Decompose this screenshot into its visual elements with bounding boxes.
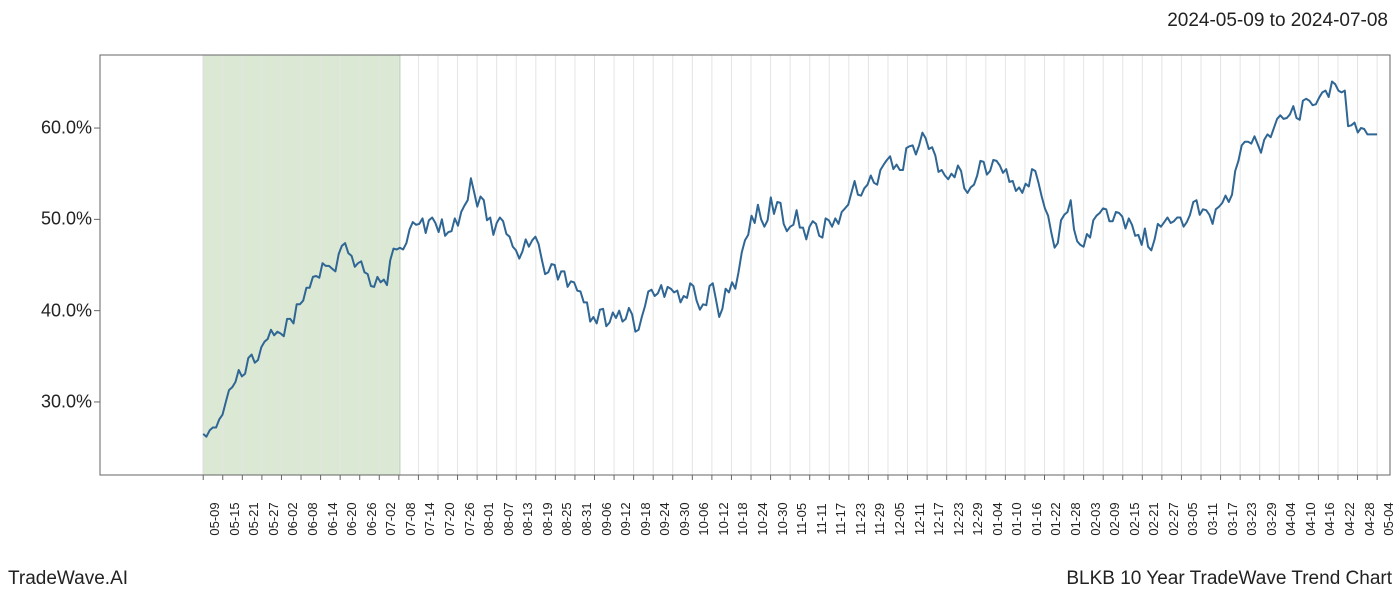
x-tick-label: 04-22 <box>1342 502 1357 535</box>
x-tick-label: 10-12 <box>716 502 731 535</box>
x-tick-label: 03-17 <box>1225 502 1240 535</box>
x-tick-label: 04-04 <box>1283 502 1298 535</box>
chart-svg <box>100 55 1390 475</box>
x-tick-label: 06-02 <box>285 502 300 535</box>
x-tick-label: 01-22 <box>1048 502 1063 535</box>
x-tick-label: 12-05 <box>892 502 907 535</box>
x-tick-label: 11-11 <box>814 503 829 534</box>
x-tick-label: 09-18 <box>638 502 653 535</box>
x-tick-label: 05-27 <box>266 502 281 535</box>
x-tick-label: 02-03 <box>1088 502 1103 535</box>
x-tick-label: 08-25 <box>559 502 574 535</box>
footer-brand: TradeWave.AI <box>8 568 128 590</box>
y-tick-label: 30.0% <box>41 391 92 412</box>
x-tick-label: 11-05 <box>794 503 809 535</box>
date-range-label: 2024-05-09 to 2024-07-08 <box>1167 10 1388 32</box>
x-tick-label: 08-07 <box>501 502 516 535</box>
x-tick-label: 05-09 <box>207 502 222 535</box>
x-tick-label: 06-26 <box>364 502 379 535</box>
x-tick-label: 02-21 <box>1146 502 1161 535</box>
x-tick-label: 03-05 <box>1185 502 1200 535</box>
x-tick-label: 12-17 <box>931 502 946 535</box>
x-tick-label: 03-11 <box>1205 503 1220 535</box>
x-tick-label: 08-13 <box>520 502 535 535</box>
x-tick-label: 11-29 <box>872 503 887 535</box>
x-tick-label: 02-27 <box>1166 502 1181 535</box>
x-tick-label: 11-17 <box>833 503 848 535</box>
x-tick-label: 04-28 <box>1362 502 1377 535</box>
x-tick-label: 08-31 <box>579 502 594 535</box>
x-tick-label: 06-08 <box>305 502 320 535</box>
x-tick-label: 02-15 <box>1127 502 1142 535</box>
x-tick-label: 01-28 <box>1068 502 1083 535</box>
x-tick-label: 09-06 <box>599 502 614 535</box>
x-tick-label: 11-23 <box>853 503 868 535</box>
highlight-band <box>203 55 400 475</box>
line-chart <box>100 55 1390 475</box>
x-tick-label: 05-21 <box>246 502 261 535</box>
x-tick-label: 07-20 <box>442 502 457 535</box>
x-tick-label: 01-10 <box>1009 502 1024 535</box>
x-tick-label: 07-02 <box>383 502 398 535</box>
x-tick-label: 01-04 <box>990 502 1005 535</box>
x-tick-label: 01-16 <box>1029 502 1044 535</box>
x-tick-label: 12-11 <box>912 503 927 535</box>
x-tick-label: 09-12 <box>618 502 633 535</box>
x-tick-label: 12-23 <box>951 502 966 535</box>
y-tick-label: 60.0% <box>41 118 92 139</box>
x-tick-label: 07-08 <box>403 502 418 535</box>
x-tick-label: 06-14 <box>325 502 340 535</box>
x-tick-label: 02-09 <box>1107 502 1122 535</box>
x-tick-label: 10-18 <box>735 502 750 535</box>
x-tick-label: 08-19 <box>540 502 555 535</box>
x-tick-label: 06-20 <box>344 502 359 535</box>
x-tick-label: 08-01 <box>481 502 496 535</box>
x-tick-label: 04-16 <box>1322 502 1337 535</box>
y-tick-label: 40.0% <box>41 300 92 321</box>
x-tick-label: 05-15 <box>227 502 242 535</box>
y-tick-label: 50.0% <box>41 209 92 230</box>
x-tick-label: 09-30 <box>677 502 692 535</box>
x-tick-label: 07-14 <box>422 502 437 535</box>
x-tick-label: 04-10 <box>1303 502 1318 535</box>
x-tick-label: 12-29 <box>970 502 985 535</box>
x-tick-label: 10-24 <box>755 502 770 535</box>
x-tick-label: 03-23 <box>1244 502 1259 535</box>
x-tick-label: 09-24 <box>657 502 672 535</box>
x-tick-label: 10-06 <box>696 502 711 535</box>
chart-title: BLKB 10 Year TradeWave Trend Chart <box>1066 568 1392 590</box>
x-tick-label: 03-29 <box>1264 502 1279 535</box>
x-tick-label: 10-30 <box>775 502 790 535</box>
x-tick-label: 07-26 <box>462 502 477 535</box>
x-tick-label: 05-04 <box>1381 502 1396 535</box>
